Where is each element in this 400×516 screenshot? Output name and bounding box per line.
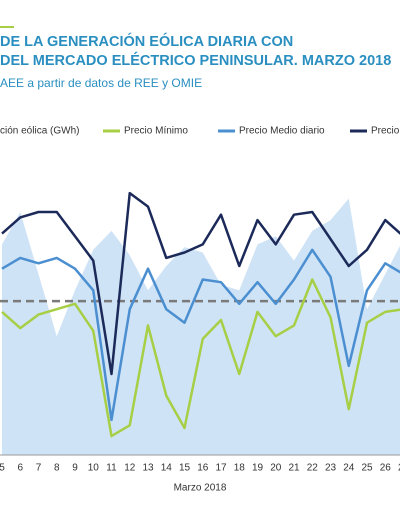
x-tick-label: 15 xyxy=(179,463,191,474)
x-tick-label: 9 xyxy=(72,463,78,474)
x-tick-label: 18 xyxy=(234,463,246,474)
legend-label: Precio Mínimo xyxy=(124,126,188,137)
x-tick-label: 17 xyxy=(215,463,227,474)
line xyxy=(1,248,400,422)
x-tick-label: 21 xyxy=(288,463,300,474)
chart-subtitle: AEE a partir de datos de REE y OMIE xyxy=(0,76,202,90)
line xyxy=(1,278,400,438)
x-tick-label: 20 xyxy=(270,463,282,474)
x-tick-label: 6 xyxy=(17,463,23,474)
accent-bar xyxy=(0,26,14,28)
x-tick-label: 16 xyxy=(197,463,209,474)
x-axis-label: Marzo 2018 xyxy=(174,483,227,494)
x-tick-label: 13 xyxy=(142,463,154,474)
legend-label: Precio Medio diario xyxy=(239,126,325,137)
legend-label: Precio xyxy=(371,126,400,137)
x-tick-label: 7 xyxy=(36,463,42,474)
x-tick-label: 27 xyxy=(398,463,400,474)
line xyxy=(1,191,400,376)
x-tick-label: 14 xyxy=(161,463,173,474)
x-tick-label: 19 xyxy=(252,463,264,474)
legend-label: ción eólica (GWh) xyxy=(0,126,79,137)
x-tick-label: 26 xyxy=(380,463,392,474)
x-tick-label: 12 xyxy=(124,463,136,474)
x-tick-label: 22 xyxy=(307,463,319,474)
x-tick-label: 24 xyxy=(343,463,355,474)
x-tick-label: 8 xyxy=(54,463,60,474)
chart-title: DE LA GENERACIÓN EÓLICA DIARIA CON xyxy=(0,32,293,50)
x-tick-label: 10 xyxy=(88,463,100,474)
x-tick-label: 23 xyxy=(325,463,337,474)
x-tick-label: 5 xyxy=(0,463,5,474)
x-tick-label: 11 xyxy=(106,463,117,474)
x-tick-label: 25 xyxy=(361,463,373,474)
chart-title: DEL MERCADO ELÉCTRICO PENINSULAR. MARZO … xyxy=(0,52,391,69)
area xyxy=(2,198,400,455)
